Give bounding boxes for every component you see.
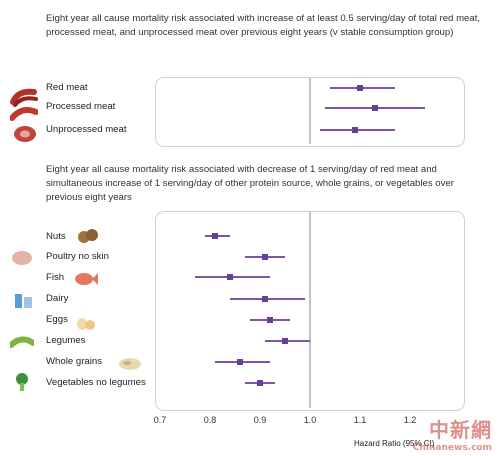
row-label-dairy: Dairy	[46, 293, 69, 304]
row-label-eggs: Eggs	[46, 314, 68, 325]
x-tick-label: 0.8	[204, 415, 217, 425]
chinanews-watermark: 中新網 Chinanews.com	[413, 414, 492, 453]
row-label-red-meat: Red meat	[46, 82, 88, 93]
milk-icon	[15, 294, 32, 308]
chart-2-title: Eight year all cause mortality risk asso…	[46, 164, 454, 203]
row-label-nuts: Nuts	[46, 231, 66, 242]
row-label-processed-meat: Processed meat	[46, 101, 116, 112]
fish-icon	[75, 273, 98, 285]
broccoli-icon	[16, 373, 28, 391]
x-tick-label: 1.0	[304, 415, 317, 425]
chart-1-title: Eight year all cause mortality risk asso…	[46, 13, 481, 38]
eggs-icon	[77, 318, 95, 330]
chicken-icon	[12, 251, 32, 265]
watermark-main: 中新網	[429, 418, 492, 442]
steak-icon	[14, 126, 36, 142]
row-label-vegetables: Vegetables no legumes	[46, 377, 146, 388]
forest-panel-bottom	[155, 211, 465, 411]
grain-icon	[119, 358, 141, 370]
row-label-whole-grains: Whole grains	[46, 356, 102, 367]
x-tick-label: 1.1	[354, 415, 367, 425]
watermark-sub: Chinanews.com	[412, 443, 492, 453]
walnut-icon	[78, 229, 98, 243]
peas-icon	[10, 336, 34, 348]
sausage-icon	[10, 88, 38, 107]
sausage-icon	[10, 107, 38, 121]
x-tick-label: 0.9	[254, 415, 267, 425]
forest-panel-top	[155, 77, 465, 147]
row-label-legumes: Legumes	[46, 335, 86, 346]
row-label-fish: Fish	[46, 272, 65, 283]
row-label-unprocessed-meat: Unprocessed meat	[46, 124, 127, 135]
row-label-poultry: Poultry no skin	[46, 251, 109, 262]
x-tick-label: 0.7	[154, 415, 167, 425]
